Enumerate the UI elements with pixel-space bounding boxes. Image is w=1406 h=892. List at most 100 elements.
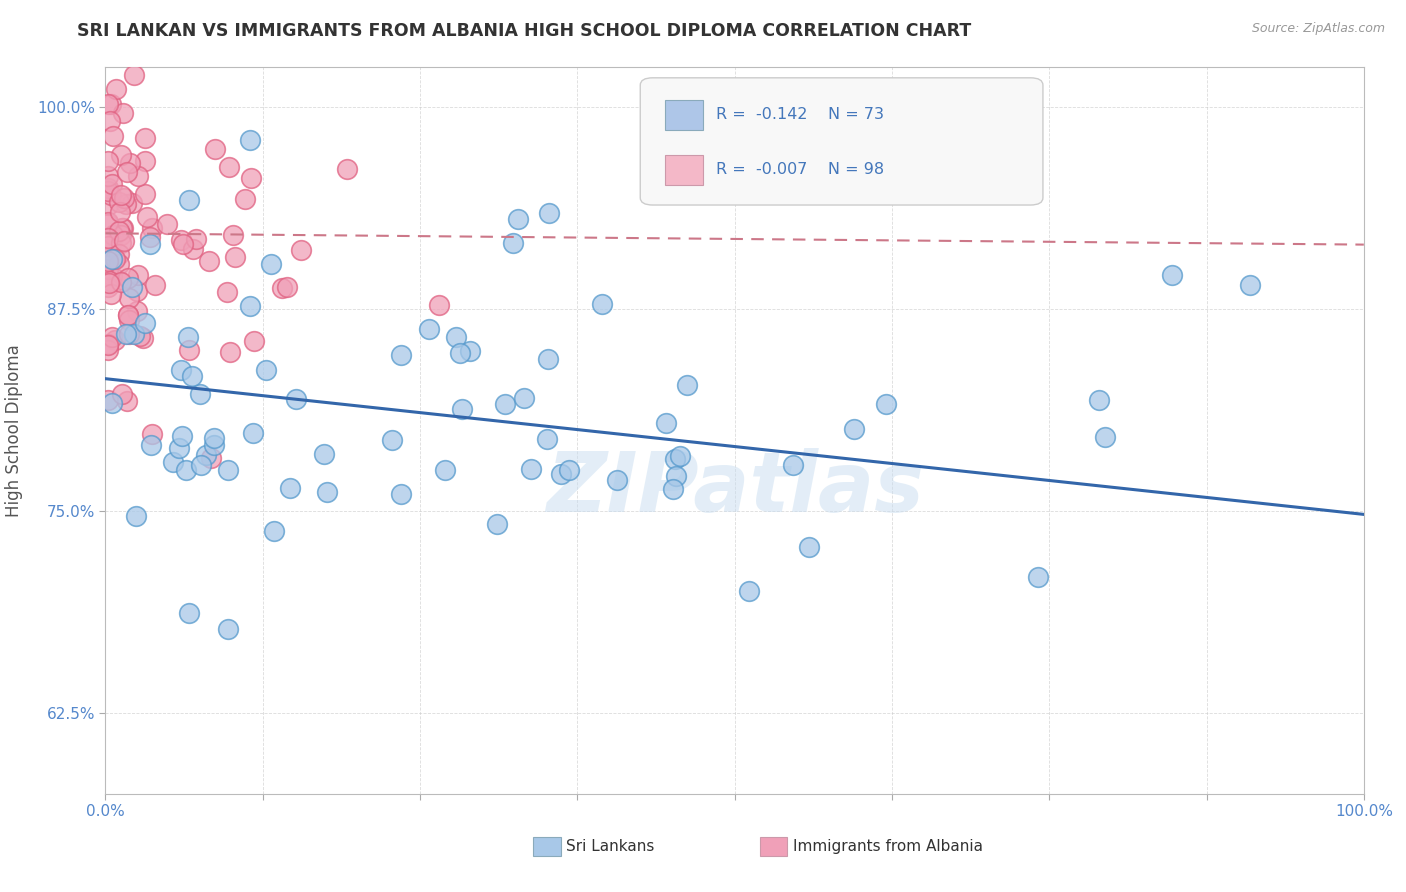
Point: [132, 331, 155, 345]
Point: [184, 232, 207, 246]
Point: [200, 451, 222, 466]
Point: [117, 308, 139, 322]
Point: [520, 462, 543, 476]
FancyBboxPatch shape: [759, 838, 787, 855]
Point: [139, 237, 162, 252]
Point: [111, 221, 134, 235]
Point: [177, 330, 200, 344]
Point: [449, 345, 471, 359]
Point: [181, 242, 204, 256]
Point: [121, 196, 143, 211]
Point: [797, 540, 820, 554]
Point: [101, 234, 124, 248]
Point: [218, 345, 240, 359]
Point: [97, 198, 120, 212]
Point: [1161, 268, 1184, 282]
Point: [115, 165, 138, 179]
Point: [444, 330, 467, 344]
Point: [172, 429, 194, 443]
Point: [141, 438, 163, 452]
Point: [141, 221, 163, 235]
Point: [276, 280, 298, 294]
Point: [125, 304, 148, 318]
Point: [97, 230, 120, 244]
Point: [170, 233, 193, 247]
Point: [167, 441, 190, 455]
Point: [662, 482, 685, 496]
Point: [179, 343, 201, 358]
Point: [139, 230, 162, 244]
Point: [127, 169, 149, 184]
Point: [110, 148, 132, 162]
Point: [204, 142, 226, 156]
Point: [494, 397, 516, 411]
Point: [117, 271, 139, 285]
Point: [243, 334, 266, 349]
Text: Sri Lankans: Sri Lankans: [567, 838, 654, 854]
Point: [107, 273, 129, 287]
Point: [108, 194, 131, 209]
Text: Source: ZipAtlas.com: Source: ZipAtlas.com: [1251, 22, 1385, 36]
Point: [97, 169, 120, 183]
Point: [101, 269, 124, 284]
FancyBboxPatch shape: [640, 78, 1043, 205]
Point: [162, 455, 184, 469]
Point: [172, 236, 194, 251]
Point: [118, 291, 141, 305]
Point: [97, 184, 120, 198]
Point: [135, 210, 157, 224]
Point: [738, 584, 761, 599]
Text: R =  -0.142    N = 73: R = -0.142 N = 73: [716, 107, 884, 121]
Point: [143, 277, 166, 292]
Point: [111, 105, 134, 120]
Point: [112, 235, 135, 249]
Point: [97, 253, 120, 268]
Point: [591, 296, 613, 310]
Text: ZIPatlas: ZIPatlas: [546, 448, 924, 529]
Point: [97, 97, 120, 112]
Point: [97, 215, 120, 229]
FancyBboxPatch shape: [665, 155, 703, 186]
Point: [100, 286, 122, 301]
Point: [118, 327, 141, 342]
Text: SRI LANKAN VS IMMIGRANTS FROM ALBANIA HIGH SCHOOL DIPLOMA CORRELATION CHART: SRI LANKAN VS IMMIGRANTS FROM ALBANIA HI…: [77, 22, 972, 40]
Point: [100, 177, 122, 191]
Point: [606, 474, 628, 488]
Point: [101, 227, 124, 242]
Point: [127, 268, 149, 282]
Point: [217, 463, 239, 477]
Point: [115, 197, 138, 211]
Point: [105, 82, 128, 96]
Point: [1026, 570, 1049, 584]
Point: [418, 322, 440, 336]
Point: [118, 313, 141, 327]
Point: [97, 343, 120, 358]
Point: [122, 326, 145, 341]
Point: [676, 377, 699, 392]
Point: [115, 327, 138, 342]
Point: [180, 368, 202, 383]
Point: [198, 254, 221, 268]
Point: [1239, 277, 1261, 292]
Point: [97, 180, 120, 194]
Point: [537, 351, 560, 366]
Point: [508, 211, 530, 226]
Point: [278, 481, 301, 495]
Point: [1094, 430, 1116, 444]
Text: Immigrants from Albania: Immigrants from Albania: [793, 838, 983, 854]
Point: [550, 467, 572, 481]
Point: [100, 188, 122, 202]
Point: [108, 257, 131, 271]
Point: [222, 228, 245, 243]
Y-axis label: High School Diploma: High School Diploma: [6, 344, 22, 516]
Point: [125, 284, 148, 298]
Point: [485, 517, 508, 532]
Point: [98, 274, 121, 288]
Point: [260, 257, 283, 271]
Point: [134, 187, 156, 202]
Point: [98, 114, 121, 128]
Point: [174, 463, 197, 477]
Point: [141, 427, 163, 442]
Text: R =  -0.007    N = 98: R = -0.007 N = 98: [716, 162, 884, 177]
Point: [97, 236, 120, 251]
